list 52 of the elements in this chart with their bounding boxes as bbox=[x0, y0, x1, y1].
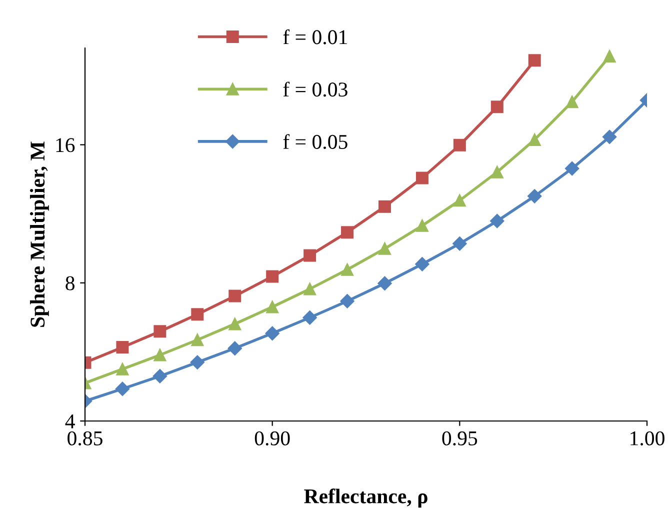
point bbox=[340, 294, 354, 308]
point bbox=[378, 242, 391, 255]
legend-label: f = 0.03 bbox=[283, 82, 348, 97]
point bbox=[528, 133, 541, 146]
point bbox=[453, 138, 466, 152]
y-tick-label: 4 bbox=[65, 414, 75, 428]
point bbox=[564, 161, 580, 176]
point bbox=[528, 189, 542, 204]
point bbox=[116, 362, 129, 376]
point bbox=[452, 236, 467, 251]
legend-label: f = 0.05 bbox=[283, 134, 348, 150]
x-tick-label: 1.00 bbox=[630, 431, 664, 446]
point bbox=[416, 172, 428, 184]
point bbox=[304, 282, 316, 296]
point bbox=[378, 276, 392, 290]
point bbox=[266, 270, 279, 283]
point bbox=[228, 318, 242, 330]
point bbox=[490, 214, 504, 228]
y-tick-label: 16 bbox=[56, 138, 75, 152]
point bbox=[378, 200, 391, 213]
point bbox=[603, 50, 616, 63]
point bbox=[341, 226, 354, 239]
legend-label: f = 0.01 bbox=[283, 29, 347, 44]
point bbox=[490, 100, 504, 114]
point bbox=[304, 249, 316, 262]
x-axis-title: Reflectance, ρ bbox=[304, 488, 428, 508]
point bbox=[154, 348, 166, 362]
point bbox=[528, 54, 541, 67]
point bbox=[602, 130, 617, 144]
point bbox=[490, 166, 504, 178]
point bbox=[453, 194, 466, 207]
point bbox=[228, 341, 242, 356]
y-tick-label: 8 bbox=[66, 276, 74, 290]
point bbox=[265, 326, 280, 340]
point bbox=[191, 308, 204, 321]
x-tick-label: 0.95 bbox=[442, 431, 478, 446]
y-axis-title: Sphere Multiplier, M bbox=[30, 142, 49, 327]
point bbox=[190, 355, 204, 370]
point bbox=[152, 369, 168, 384]
x-tick-label: 0.90 bbox=[254, 431, 290, 446]
point bbox=[566, 96, 578, 108]
point bbox=[115, 382, 130, 396]
point bbox=[154, 325, 166, 338]
point bbox=[416, 219, 428, 232]
point bbox=[191, 334, 204, 346]
x-tick-label: 0.85 bbox=[68, 431, 102, 446]
point bbox=[266, 300, 279, 314]
point bbox=[228, 290, 242, 302]
point bbox=[415, 257, 430, 272]
point bbox=[116, 341, 129, 354]
point bbox=[302, 310, 317, 325]
point bbox=[341, 263, 354, 276]
